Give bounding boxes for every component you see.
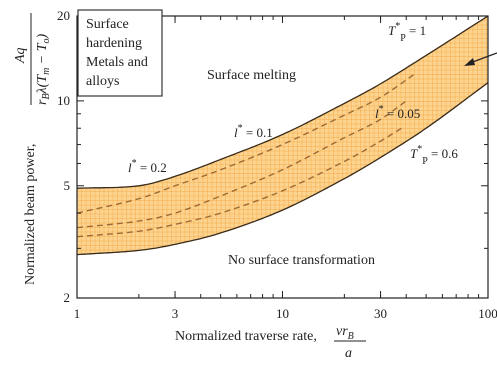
x-axis-formula-denominator: a bbox=[345, 346, 352, 361]
x-axis-label: Normalized traverse rate, vrB a bbox=[175, 324, 366, 361]
y-axis-label-text: Normalized beam power, bbox=[23, 144, 38, 285]
curve-label-tp-1: T*P = 1 bbox=[388, 21, 426, 44]
series-line-1 bbox=[76, 82, 489, 256]
curve-label-l-0-1: l* = 0.1 bbox=[234, 123, 273, 140]
x-tick-label: 10 bbox=[276, 306, 289, 321]
series-line-3 bbox=[76, 100, 407, 229]
series-line-0 bbox=[76, 15, 489, 189]
series-line-4 bbox=[76, 127, 402, 238]
y-axis-formula-numerator: Aq bbox=[13, 47, 28, 64]
curve-label-l-0-2: l* = 0.2 bbox=[128, 158, 167, 175]
surface-hardening-line-1: Surface bbox=[86, 17, 129, 32]
x-axis-label-text: Normalized traverse rate, bbox=[175, 329, 317, 344]
axis-ticks: 1 3 10 30 100 2 5 10 20 bbox=[57, 8, 497, 321]
y-axis-formula-denominator: rBλ(Tm − To) bbox=[35, 33, 52, 105]
surface-hardening-line-3: Metals and bbox=[86, 55, 148, 70]
curves bbox=[76, 15, 489, 256]
y-axis-label: Normalized beam power, Aq rBλ(Tm − To) bbox=[13, 13, 52, 285]
region-label-no-transformation: No surface transformation bbox=[228, 253, 375, 268]
curve-label-l-0-05: l* = 0.05 bbox=[375, 104, 420, 121]
x-tick-label: 30 bbox=[374, 306, 387, 321]
operating-band-fill bbox=[77, 16, 488, 255]
x-tick-label: 3 bbox=[172, 306, 179, 321]
arrow-icon bbox=[464, 52, 497, 66]
surface-hardening-frame bbox=[77, 9, 163, 97]
x-tick-label: 1 bbox=[74, 306, 81, 321]
x-axis-formula-numerator: vrB bbox=[336, 324, 354, 342]
y-tick-label: 2 bbox=[64, 290, 71, 305]
surface-hardening-line-4: alloys bbox=[86, 74, 119, 89]
y-tick-label: 20 bbox=[57, 8, 70, 23]
curve-label-tp-0-6: T*P = 0.6 bbox=[410, 144, 458, 167]
x-tick-label: 100 bbox=[478, 306, 497, 321]
y-tick-label: 10 bbox=[57, 93, 70, 108]
y-tick-label: 5 bbox=[64, 178, 71, 193]
region-label-surface-melting: Surface melting bbox=[207, 68, 296, 83]
series-line-2 bbox=[76, 72, 418, 214]
surface-hardening-line-2: hardening bbox=[86, 36, 142, 51]
surface-hardening-box: Surface hardening Metals and alloys bbox=[77, 9, 163, 97]
